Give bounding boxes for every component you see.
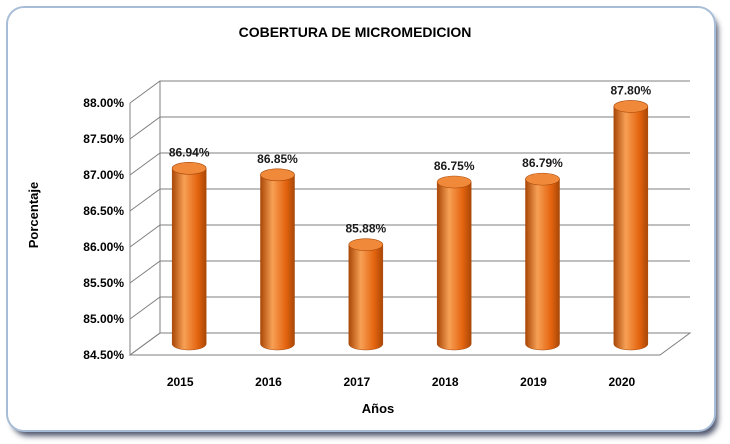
gridline bbox=[129, 80, 690, 104]
floor bbox=[128, 332, 692, 356]
gridline bbox=[129, 224, 690, 248]
gridline bbox=[129, 332, 690, 356]
data-labels: 86.94% 86.85% 85.88% 86.75% 86.79% 87.80% bbox=[169, 83, 652, 235]
gridline bbox=[129, 188, 690, 212]
x-tick-label: 2016 bbox=[255, 375, 282, 389]
gridline bbox=[129, 116, 690, 140]
gridline bbox=[129, 260, 690, 284]
y-tick-label: 86.00% bbox=[83, 240, 124, 254]
bar-top bbox=[260, 168, 295, 182]
x-tick-label: 2020 bbox=[608, 375, 635, 389]
bar-body bbox=[525, 178, 560, 351]
bar-top bbox=[613, 100, 649, 113]
x-axis-label: Años bbox=[362, 401, 395, 416]
chart-frame bbox=[8, 8, 714, 430]
x-tick-label: 2017 bbox=[343, 375, 370, 389]
x-tick-label: 2015 bbox=[167, 375, 194, 389]
data-label: 87.80% bbox=[610, 83, 651, 97]
x-tick-label: 2019 bbox=[520, 375, 547, 389]
data-label: 86.75% bbox=[434, 159, 475, 173]
y-axis-ticks: 84.50% 85.00% 85.50% 86.00% 86.50% 87.00% 87.5… bbox=[83, 96, 124, 362]
gridline bbox=[129, 152, 690, 176]
bar-body bbox=[171, 168, 207, 351]
bar-2018 bbox=[436, 175, 472, 351]
y-tick-label: 87.00% bbox=[83, 168, 124, 182]
y-tick-label: 84.50% bbox=[83, 348, 124, 362]
bar-top bbox=[525, 172, 560, 186]
y-axis-label: Porcentaje bbox=[26, 182, 41, 248]
y-tick-label: 86.50% bbox=[83, 204, 124, 218]
x-tick-label: 2018 bbox=[432, 375, 459, 389]
data-label: 86.94% bbox=[169, 145, 210, 159]
plot-walls bbox=[128, 81, 692, 356]
y-tick-label: 87.50% bbox=[83, 132, 124, 146]
bar-body bbox=[348, 244, 384, 351]
bar-top bbox=[436, 175, 472, 189]
data-label: 86.85% bbox=[257, 152, 298, 166]
bar-body bbox=[613, 106, 649, 351]
bar-body bbox=[436, 181, 472, 351]
gridline bbox=[129, 296, 690, 320]
bar-top bbox=[171, 162, 207, 175]
bar-top bbox=[348, 238, 384, 251]
chart-title: COBERTURA DE MICROMEDICION bbox=[239, 24, 472, 40]
bar-body bbox=[260, 174, 295, 351]
y-tick-label: 85.50% bbox=[83, 276, 124, 290]
gridlines bbox=[129, 80, 690, 356]
bar-2017 bbox=[348, 238, 384, 351]
data-label: 85.88% bbox=[345, 222, 386, 236]
y-tick-label: 88.00% bbox=[83, 96, 124, 110]
bar-2016 bbox=[260, 168, 295, 351]
x-axis-categories: 2015 2016 2017 2018 2019 2020 bbox=[167, 375, 636, 389]
y-tick-label: 85.00% bbox=[83, 312, 124, 326]
bar-2019 bbox=[525, 172, 560, 351]
bars bbox=[171, 100, 649, 351]
bar-2020 bbox=[613, 100, 649, 351]
data-label: 86.79% bbox=[522, 156, 563, 170]
bar-2015 bbox=[171, 162, 207, 351]
